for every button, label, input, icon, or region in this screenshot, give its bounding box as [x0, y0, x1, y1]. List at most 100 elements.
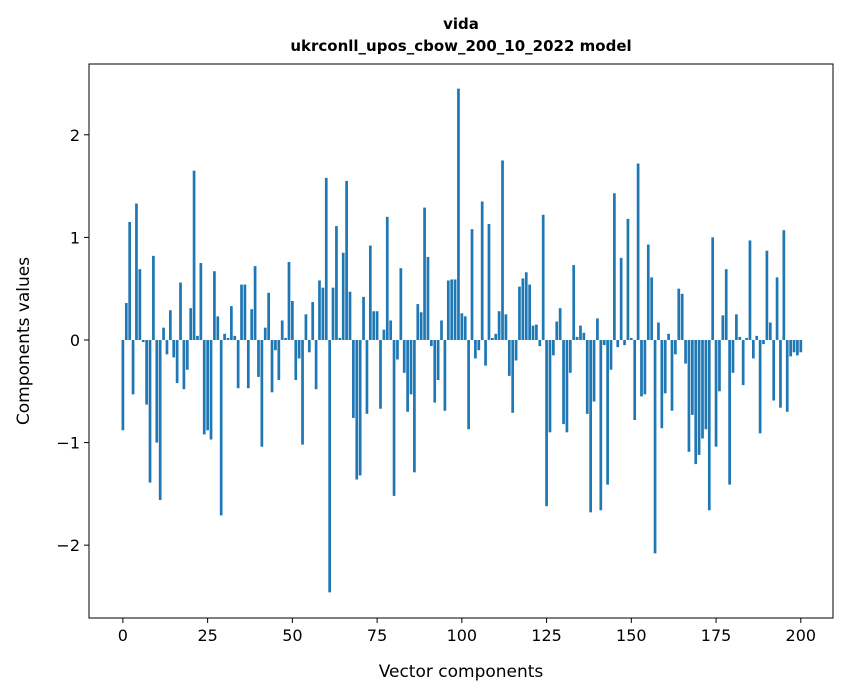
bar-36	[243, 284, 247, 340]
bar-96	[446, 280, 450, 340]
bar-23	[199, 263, 203, 340]
bar-40	[257, 339, 260, 377]
bar-167	[687, 339, 691, 452]
bar-194	[779, 339, 782, 408]
bar-60	[324, 177, 328, 340]
bar-115	[511, 339, 515, 413]
bar-6	[141, 339, 145, 343]
bar-165	[680, 293, 684, 340]
bar-177	[721, 315, 725, 340]
bar-110	[494, 333, 498, 340]
bar-83	[402, 339, 406, 373]
bar-34	[236, 339, 240, 389]
bar-17	[179, 282, 182, 340]
bar-103	[470, 229, 474, 340]
bar-81	[396, 339, 399, 360]
bar-127	[552, 339, 555, 356]
plot-frame	[88, 63, 834, 619]
bar-86	[413, 339, 416, 473]
bar-111	[497, 311, 501, 340]
bar-178	[724, 269, 728, 340]
bar-21	[192, 170, 196, 340]
bar-15	[172, 339, 176, 358]
bar-79	[389, 320, 393, 340]
bar-48	[284, 337, 287, 340]
bar-19	[185, 339, 189, 370]
bar-199	[796, 339, 799, 356]
bar-189	[762, 339, 765, 345]
bar-168	[690, 339, 694, 415]
bar-71	[362, 296, 365, 340]
bar-175	[714, 339, 718, 447]
x-tick-label: 100	[447, 626, 478, 645]
bar-135	[579, 325, 582, 340]
bar-70	[358, 339, 362, 476]
bar-139	[592, 339, 596, 402]
bar-149	[626, 218, 630, 340]
bar-33	[233, 335, 237, 340]
bar-116	[514, 339, 518, 361]
bar-158	[657, 322, 660, 340]
bar-56	[311, 302, 315, 340]
x-axis: 0 25 50 75 100 125 150 175 200	[118, 618, 816, 645]
bar-67	[348, 291, 352, 340]
y-axis-label: Components values	[14, 257, 34, 425]
bar-18	[182, 339, 186, 390]
bar-55	[307, 339, 311, 353]
bar-145	[613, 193, 616, 340]
y-axis: −2 −1 0 1 2	[56, 126, 89, 555]
bar-91	[429, 339, 433, 347]
bar-16	[175, 339, 179, 384]
bar-65	[341, 252, 345, 340]
bar-61	[328, 339, 332, 593]
bar-8	[148, 339, 152, 483]
bar-164	[677, 288, 681, 340]
bar-49	[287, 262, 291, 340]
x-tick-label: 50	[282, 626, 302, 645]
bar-138	[589, 339, 593, 513]
bar-171	[701, 339, 704, 439]
bar-38	[250, 309, 254, 340]
bar-68	[352, 339, 355, 418]
bar-43	[267, 292, 271, 340]
bar-11	[158, 339, 162, 501]
bar-144	[609, 339, 613, 370]
bar-10	[155, 339, 159, 443]
bar-134	[575, 336, 579, 340]
bar-181	[735, 314, 738, 340]
bar-4	[135, 203, 138, 340]
bar-120	[528, 284, 531, 340]
bar-28	[216, 316, 220, 340]
bar-75	[375, 311, 379, 340]
bar-12	[162, 327, 165, 340]
bar-114	[507, 339, 511, 376]
bar-102	[467, 339, 470, 430]
bar-125	[545, 339, 548, 507]
bar-200	[799, 339, 803, 353]
bar-150	[629, 337, 633, 340]
bar-50	[291, 300, 294, 340]
bar-190	[765, 250, 769, 340]
bar-173	[707, 339, 711, 511]
y-tick-label: 0	[70, 331, 80, 350]
bar-52	[297, 339, 301, 359]
bar-88	[419, 312, 423, 340]
bar-147	[619, 257, 623, 340]
bar-24	[202, 339, 206, 435]
bar-22	[196, 335, 199, 340]
chart-subtitle: ukrconll_upos_cbow_200_10_2022 model	[290, 37, 631, 55]
bar-25	[206, 339, 209, 431]
bar-41	[260, 339, 264, 447]
bar-113	[504, 314, 508, 340]
bar-84	[406, 339, 409, 412]
bar-191	[768, 322, 772, 340]
chart-title: vida	[443, 15, 479, 33]
bar-130	[562, 339, 565, 425]
bar-118	[521, 278, 525, 340]
bar-180	[731, 339, 735, 373]
bar-76	[379, 339, 382, 409]
bar-47	[280, 320, 284, 340]
bar-174	[711, 237, 715, 340]
bar-7	[145, 339, 148, 405]
